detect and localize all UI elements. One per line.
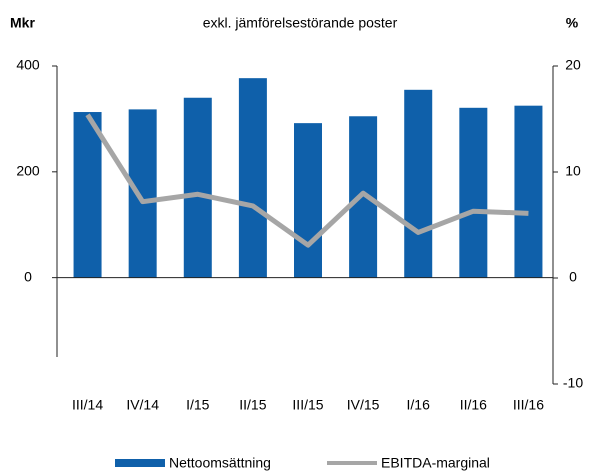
bar <box>514 105 543 278</box>
bar <box>73 112 102 278</box>
legend-swatch <box>115 459 165 467</box>
bar <box>294 123 322 278</box>
x-tick-label: I/16 <box>407 397 431 413</box>
y-tick-label: 0 <box>24 268 32 284</box>
y2-tick-label: 10 <box>565 163 581 179</box>
line-series <box>85 113 529 248</box>
y2-tick-label: -10 <box>563 375 583 391</box>
x-tick-label: III/14 <box>72 397 103 413</box>
y-tick-label: 200 <box>16 163 40 179</box>
y2-axis-label: % <box>566 15 579 31</box>
legend-label: Nettoomsättning <box>169 455 271 471</box>
bar <box>404 89 433 278</box>
bar <box>459 107 488 278</box>
y-axis-label: Mkr <box>10 15 35 31</box>
x-tick-label: II/15 <box>239 397 266 413</box>
chart-title: exkl. jämförelsestörande poster <box>203 15 398 31</box>
x-tick-label: III/15 <box>292 397 323 413</box>
x-tick-label: II/16 <box>460 397 487 413</box>
bar <box>238 78 267 278</box>
x-tick-label: I/15 <box>186 397 210 413</box>
y2-tick-label: 0 <box>569 269 577 285</box>
legend-label: EBITDA-marginal <box>381 455 490 471</box>
bar <box>349 116 378 278</box>
bar <box>183 97 212 278</box>
x-tick-label: IV/15 <box>347 397 380 413</box>
x-tick-label: IV/14 <box>126 397 159 413</box>
y-tick-label: 400 <box>16 57 40 73</box>
x-tick-label: III/16 <box>513 397 544 413</box>
bar <box>128 109 157 278</box>
y2-tick-label: 20 <box>565 57 581 73</box>
